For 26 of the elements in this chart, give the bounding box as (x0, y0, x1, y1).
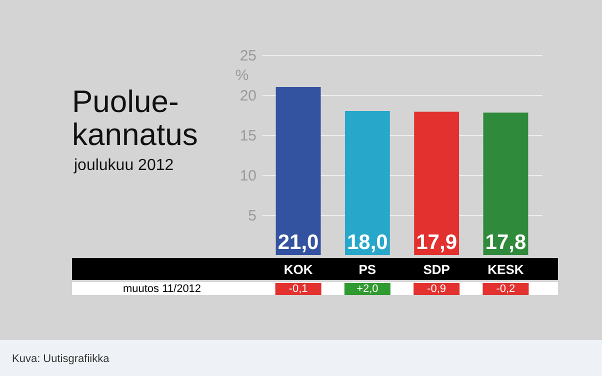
bar (344, 111, 390, 255)
y-tick-label: 10 (240, 168, 256, 184)
text: muutos 11/2012 (122, 283, 202, 295)
x-tick-label: KOK (284, 262, 314, 277)
y-tick-label: 25 (240, 48, 256, 64)
x-tick-label: KESK (488, 262, 524, 277)
text: -0,2 (496, 283, 516, 295)
bar (276, 87, 321, 255)
y-tick-label: 5 (248, 208, 256, 224)
bar (414, 112, 460, 255)
data-label: 17,8 (485, 231, 526, 254)
text: +2,0 (356, 283, 378, 295)
text: Kuva: Uutisgrafiikka (12, 353, 110, 365)
y-tick-label: 15 (240, 128, 256, 144)
data-label: 17,9 (416, 231, 458, 254)
text: joulukuu 2012 (73, 157, 174, 174)
data-label: 21,0 (278, 231, 319, 254)
text: -0,1 (288, 283, 308, 295)
text: Puolue- kannatus (72, 84, 198, 152)
x-tick-label: PS (358, 262, 376, 277)
x-tick-label: SDP (423, 262, 450, 277)
y-axis-title: % (235, 67, 249, 84)
y-tick-label: 20 (240, 88, 256, 104)
text: -0,9 (427, 283, 446, 295)
bar (483, 112, 528, 255)
data-label: 18,0 (346, 231, 388, 254)
